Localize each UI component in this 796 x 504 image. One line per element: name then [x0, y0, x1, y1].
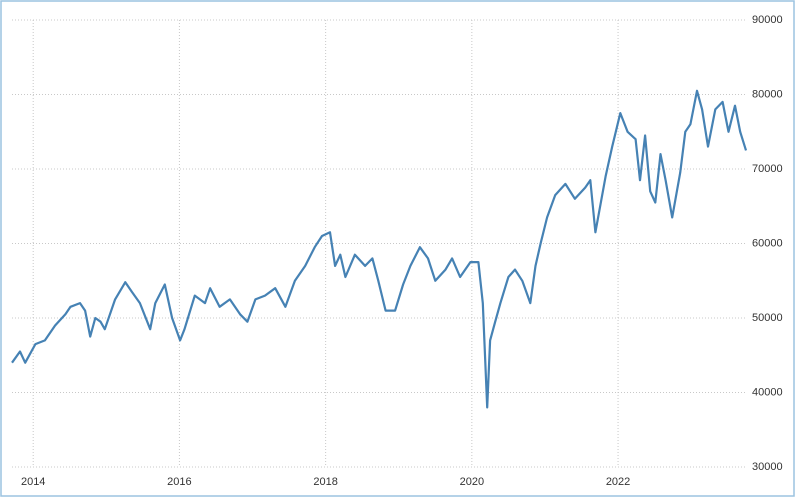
- y-tick-label: 60000: [752, 237, 783, 249]
- y-tick-label: 50000: [752, 312, 783, 324]
- y-tick-label: 90000: [752, 14, 783, 26]
- line: [11, 89, 748, 409]
- y-tick-label: 40000: [752, 386, 783, 398]
- y-tick-label: 30000: [752, 461, 783, 473]
- y-tick-label: 70000: [752, 163, 783, 175]
- y-tick-label: 80000: [752, 88, 783, 100]
- x-tick-label: 2016: [167, 476, 191, 488]
- x-tick-label: 2022: [606, 476, 630, 488]
- x-tick-label: 2018: [313, 476, 337, 488]
- x-tick-label: 2014: [21, 476, 45, 488]
- x-tick-label: 2020: [460, 476, 484, 488]
